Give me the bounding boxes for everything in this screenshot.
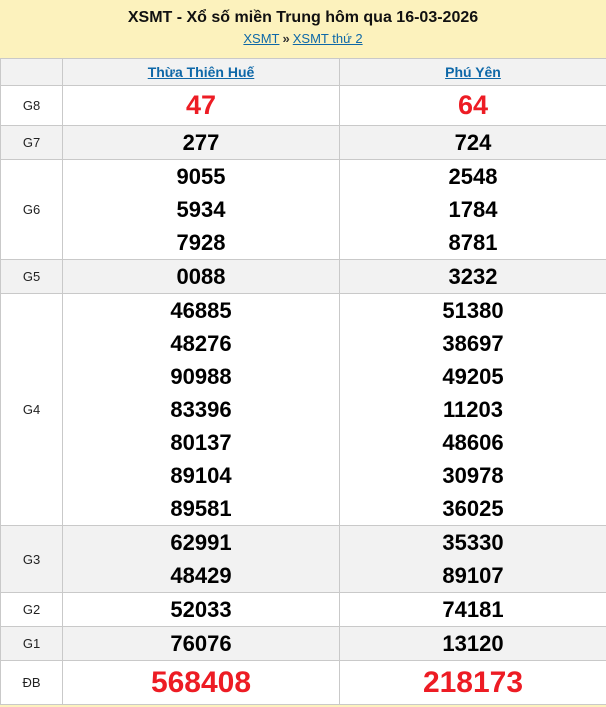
prize-values-col-1: 277 bbox=[62, 125, 340, 160]
prize-number: 8781 bbox=[448, 230, 498, 255]
prize-row-g8: G8 47 64 bbox=[0, 85, 606, 126]
prize-row-g5: G5 0088 3232 bbox=[0, 259, 606, 294]
prize-label: G1 bbox=[0, 626, 63, 661]
prize-row-g3: G3 62991 48429 35330 89107 bbox=[0, 525, 606, 593]
prize-number: 46885 bbox=[170, 298, 232, 323]
prize-number: 49205 bbox=[442, 364, 504, 389]
prize-number: 9055 bbox=[176, 164, 226, 189]
prize-row-g4: G4 46885 48276 90988 83396 80137 89104 89581 513… bbox=[0, 293, 606, 526]
prize-number: 0088 bbox=[176, 264, 226, 289]
prize-number: 13120 bbox=[442, 631, 504, 656]
breadcrumb-separator: » bbox=[282, 31, 290, 46]
prize-values-col-1: 52033 bbox=[62, 592, 340, 627]
province-link-phu-yen[interactable]: Phú Yên bbox=[445, 64, 501, 80]
prize-values-col-2: 218173 bbox=[339, 660, 606, 705]
prize-row-g6: G6 9055 5934 7928 2548 1784 8781 bbox=[0, 159, 606, 260]
lottery-results-table: Thừa Thiên Huế Phú Yên G8 47 64 G7 277 724 G6 9… bbox=[0, 58, 606, 705]
prize-number: 2548 bbox=[448, 164, 498, 189]
prize-number: 83396 bbox=[170, 397, 232, 422]
prize-values-col-2: 3232 bbox=[339, 259, 606, 294]
prize-number: 48429 bbox=[170, 563, 232, 588]
prize-number: 36025 bbox=[442, 496, 504, 521]
prize-values-col-2: 13120 bbox=[339, 626, 606, 661]
prize-number: 1784 bbox=[448, 197, 498, 222]
prize-number: 48606 bbox=[442, 430, 504, 455]
column-header-phu-yen: Phú Yên bbox=[339, 58, 606, 86]
prize-number: 30978 bbox=[442, 463, 504, 488]
breadcrumb: XSMT» XSMT thứ 2 bbox=[0, 29, 606, 49]
prize-number: 5934 bbox=[176, 197, 226, 222]
prize-row-g2: G2 52033 74181 bbox=[0, 592, 606, 627]
prize-values-col-1: 47 bbox=[62, 85, 340, 126]
prize-values-col-1: 9055 5934 7928 bbox=[62, 159, 340, 260]
column-header-row: Thừa Thiên Huế Phú Yên bbox=[0, 58, 606, 86]
prize-values-col-1: 568408 bbox=[62, 660, 340, 705]
prize-number: 35330 bbox=[442, 530, 504, 555]
prize-number: 89107 bbox=[442, 563, 504, 588]
prize-row-đb: ĐB 568408 218173 bbox=[0, 660, 606, 705]
results-table-body: G8 47 64 G7 277 724 G6 9055 5934 7928 2548 1784 8781… bbox=[0, 85, 606, 705]
prize-number: 89104 bbox=[170, 463, 232, 488]
prize-number: 7928 bbox=[176, 230, 226, 255]
prize-number: 48276 bbox=[170, 331, 232, 356]
prize-number: 218173 bbox=[422, 666, 524, 699]
prize-number: 64 bbox=[457, 90, 489, 120]
column-header-thua-thien-hue: Thừa Thiên Huế bbox=[62, 58, 340, 86]
prize-number: 11203 bbox=[443, 397, 503, 422]
prize-label: ĐB bbox=[0, 660, 63, 705]
prize-label: G8 bbox=[0, 85, 63, 126]
prize-values-col-2: 35330 89107 bbox=[339, 525, 606, 593]
prize-number: 62991 bbox=[170, 530, 232, 555]
prize-number: 90988 bbox=[170, 364, 232, 389]
prize-values-col-1: 76076 bbox=[62, 626, 340, 661]
prize-values-col-1: 62991 48429 bbox=[62, 525, 340, 593]
prize-number: 277 bbox=[182, 130, 220, 155]
prize-label: G2 bbox=[0, 592, 63, 627]
province-link-thua-thien-hue[interactable]: Thừa Thiên Huế bbox=[147, 64, 255, 80]
prize-number: 724 bbox=[454, 130, 492, 155]
prize-number: 52033 bbox=[170, 597, 232, 622]
page-title: XSMT - Xổ số miền Trung hôm qua 16-03-20… bbox=[127, 9, 479, 26]
prize-values-col-2: 51380 38697 49205 11203 48606 30978 36025 bbox=[339, 293, 606, 526]
prize-label: G4 bbox=[0, 293, 63, 526]
corner-cell bbox=[0, 58, 63, 86]
prize-values-col-2: 2548 1784 8781 bbox=[339, 159, 606, 260]
prize-row-g7: G7 277 724 bbox=[0, 125, 606, 160]
prize-values-col-2: 64 bbox=[339, 85, 606, 126]
prize-number: 3232 bbox=[448, 264, 498, 289]
prize-number: 89581 bbox=[170, 496, 232, 521]
prize-values-col-2: 724 bbox=[339, 125, 606, 160]
prize-values-col-1: 0088 bbox=[62, 259, 340, 294]
prize-values-col-1: 46885 48276 90988 83396 80137 89104 89581 bbox=[62, 293, 340, 526]
prize-number: 76076 bbox=[170, 631, 232, 656]
prize-number: 38697 bbox=[442, 331, 504, 356]
prize-number: 51380 bbox=[442, 298, 504, 323]
prize-values-col-2: 74181 bbox=[339, 592, 606, 627]
prize-number: 74181 bbox=[442, 597, 504, 622]
prize-label: G6 bbox=[0, 159, 63, 260]
prize-row-g1: G1 76076 13120 bbox=[0, 626, 606, 661]
breadcrumb-link-xsmt[interactable]: XSMT bbox=[243, 31, 280, 46]
prize-label: G5 bbox=[0, 259, 63, 294]
breadcrumb-link-xsmt-thu-2[interactable]: XSMT thứ 2 bbox=[292, 31, 363, 46]
prize-number: 80137 bbox=[170, 430, 232, 455]
prize-number: 47 bbox=[185, 90, 217, 120]
prize-label: G7 bbox=[0, 125, 63, 160]
prize-label: G3 bbox=[0, 525, 63, 593]
page-header: XSMT - Xổ số miền Trung hôm qua 16-03-20… bbox=[0, 0, 606, 58]
prize-number: 568408 bbox=[150, 666, 252, 699]
